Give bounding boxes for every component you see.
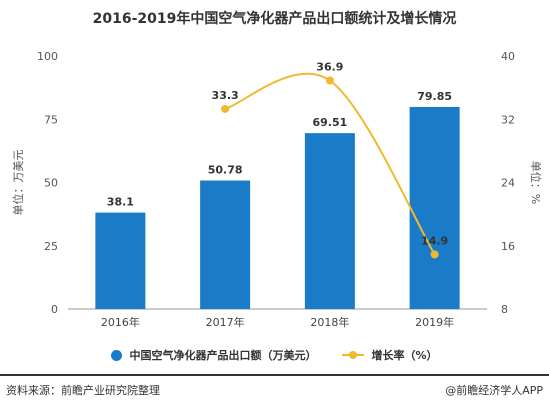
- footer: 资料来源：前瞻产业研究院整理 @前瞻经济学人APP: [0, 374, 549, 407]
- right-tick-label: 24: [501, 177, 515, 190]
- growth-data-label: 14.9: [421, 234, 448, 247]
- right-tick-label: 8: [501, 303, 508, 316]
- x-tick-label: 2016年: [101, 315, 140, 329]
- left-tick-label: 100: [37, 50, 58, 63]
- x-tick-label: 2019年: [415, 315, 454, 329]
- legend-line-marker: [342, 351, 365, 359]
- growth-point: [430, 250, 439, 259]
- bar-data-label: 79.85: [417, 90, 452, 103]
- growth-line: [224, 72, 436, 255]
- bar: [200, 180, 251, 309]
- bar-data-label: 69.51: [312, 116, 347, 129]
- source-note: 资料来源：前瞻产业研究院整理: [6, 384, 160, 397]
- left-tick-label: 0: [51, 303, 58, 316]
- right-tick-label: 32: [501, 113, 515, 126]
- left-tick-label: 50: [44, 177, 58, 190]
- growth-data-label: 33.3: [212, 89, 239, 102]
- legend-bar-marker: [111, 349, 123, 361]
- brand-credit: @前瞻经济学人APP: [445, 384, 543, 397]
- growth-point: [221, 104, 230, 113]
- legend-item-export[interactable]: 中国空气净化器产品出口额（万美元）: [111, 347, 316, 363]
- left-tick-label: 75: [44, 113, 58, 126]
- bar: [409, 106, 460, 310]
- legend-bar-label: 中国空气净化器产品出口额（万美元）: [129, 349, 317, 362]
- left-axis-label: 单位：万美元: [11, 150, 25, 216]
- x-tick-label: 2017年: [206, 315, 245, 329]
- bar-data-label: 50.78: [208, 164, 243, 177]
- right-tick-label: 40: [501, 50, 515, 63]
- x-tick-label: 2018年: [310, 315, 349, 329]
- bar-data-label: 38.1: [107, 196, 134, 209]
- bar: [304, 133, 355, 309]
- bar: [95, 212, 146, 309]
- growth-data-label: 36.9: [316, 61, 343, 74]
- chart-title: 2016-2019年中国空气净化器产品出口额统计及增长情况: [92, 11, 457, 27]
- legend-item-growth[interactable]: 增长率（%）: [342, 347, 438, 363]
- right-axis-label: 单位：%: [529, 161, 543, 204]
- right-tick-label: 16: [501, 240, 515, 253]
- legend-line-label: 增长率（%）: [371, 349, 438, 362]
- left-tick-label: 25: [44, 240, 58, 253]
- legend: 中国空气净化器产品出口额（万美元） 增长率（%）: [0, 347, 549, 363]
- growth-point: [325, 76, 334, 85]
